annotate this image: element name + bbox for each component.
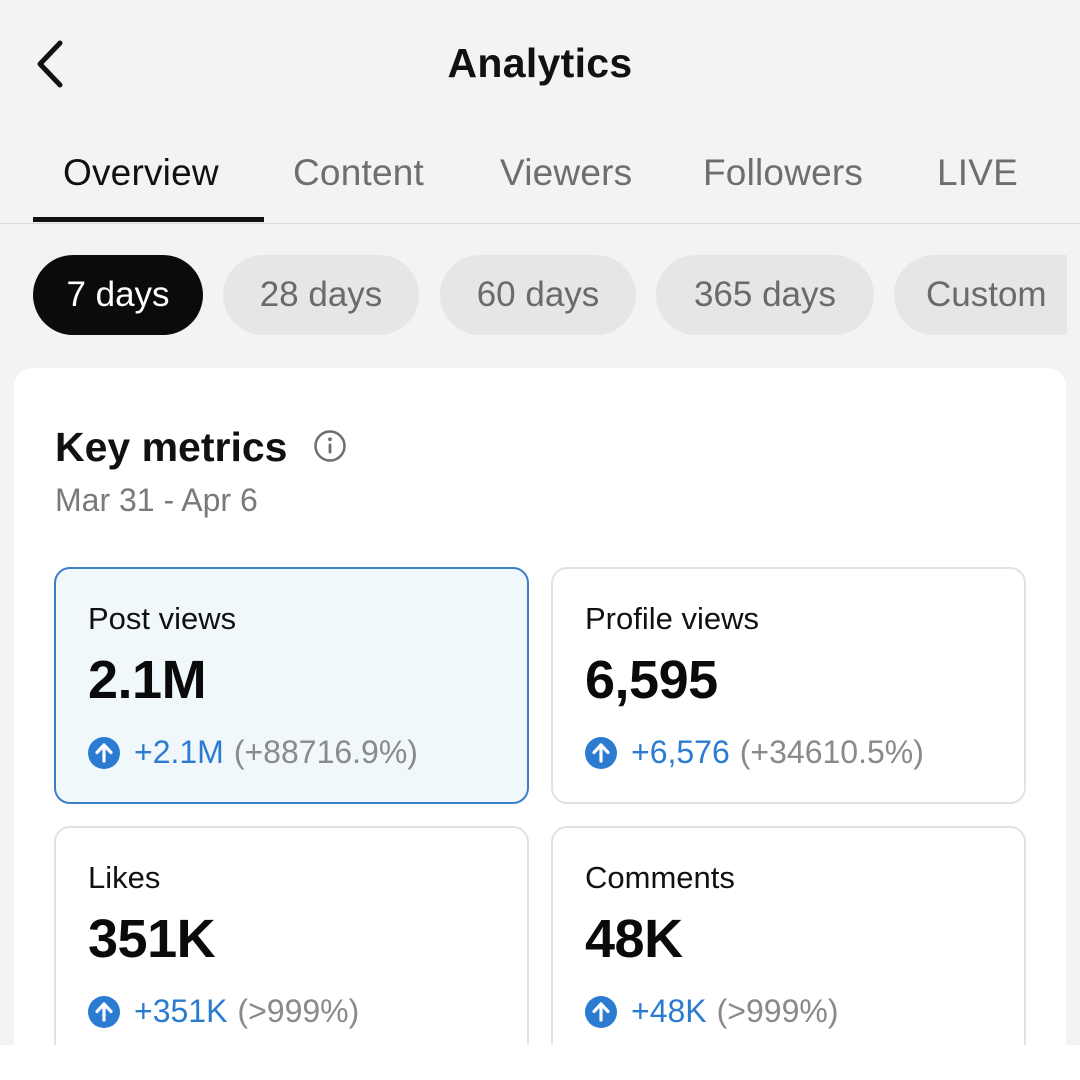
key-metrics-card: Key metrics Mar 31 - Apr 6 Post views 2.… <box>14 368 1066 1045</box>
metric-delta: +2.1M <box>134 734 224 770</box>
tab-bar: Overview Content Viewers Followers LIVE <box>0 140 1080 224</box>
tabs-divider <box>0 223 1080 224</box>
chevron-left-icon <box>37 40 63 88</box>
period-chip-custom[interactable]: Custom <box>894 255 1067 335</box>
metric-percent: (>999%) <box>237 993 360 1029</box>
metric-value: 2.1M <box>88 650 207 710</box>
tab-followers[interactable]: Followers <box>703 152 864 193</box>
metric-value: 351K <box>88 909 216 969</box>
metric-card-post-views[interactable]: Post views 2.1M +2.1M (+88716.9%) <box>54 567 529 804</box>
metric-label: Post views <box>88 601 237 636</box>
arrow-up-circle-icon <box>88 995 120 1028</box>
tab-overview[interactable]: Overview <box>63 152 219 193</box>
tab-viewers[interactable]: Viewers <box>500 152 633 193</box>
metric-value: 6,595 <box>585 650 718 710</box>
back-button[interactable] <box>24 36 76 92</box>
metric-value: 48K <box>585 909 683 969</box>
period-chip-60-days[interactable]: 60 days <box>440 255 636 335</box>
active-tab-indicator <box>33 217 264 222</box>
arrow-up-circle-icon <box>585 736 617 769</box>
metric-card-profile-views[interactable]: Profile views 6,595 +6,576 (+34610.5%) <box>551 567 1026 804</box>
metric-change: +48K (>999%) <box>585 993 838 1030</box>
metric-card-comments[interactable]: Comments 48K +48K (>999%) <box>551 826 1026 1045</box>
metric-change: +6,576 (+34610.5%) <box>585 734 924 771</box>
period-chip-365-days[interactable]: 365 days <box>656 255 874 335</box>
metric-delta: +6,576 <box>631 734 730 770</box>
arrow-up-circle-icon <box>585 995 617 1028</box>
tab-live[interactable]: LIVE <box>937 152 1019 193</box>
info-icon[interactable] <box>313 429 347 463</box>
arrow-up-circle-icon <box>88 736 120 769</box>
metric-percent: (>999%) <box>716 993 839 1029</box>
metric-label: Comments <box>585 860 735 895</box>
page-title: Analytics <box>447 40 633 86</box>
tab-content[interactable]: Content <box>293 152 424 193</box>
date-range: Mar 31 - Apr 6 <box>55 482 258 518</box>
period-chip-28-days[interactable]: 28 days <box>223 255 419 335</box>
analytics-screen: Analytics Overview Content Viewers Follo… <box>0 0 1080 1045</box>
metric-card-likes[interactable]: Likes 351K +351K (>999%) <box>54 826 529 1045</box>
metric-percent: (+88716.9%) <box>233 734 418 770</box>
metric-label: Profile views <box>585 601 759 636</box>
section-title: Key metrics <box>55 424 288 470</box>
metric-label: Likes <box>88 860 161 895</box>
metric-delta: +351K <box>134 993 228 1029</box>
metric-delta: +48K <box>631 993 707 1029</box>
metric-change: +2.1M (+88716.9%) <box>88 734 418 771</box>
metric-change: +351K (>999%) <box>88 993 359 1030</box>
period-chip-7-days[interactable]: 7 days <box>33 255 203 335</box>
metric-percent: (+34610.5%) <box>739 734 924 770</box>
